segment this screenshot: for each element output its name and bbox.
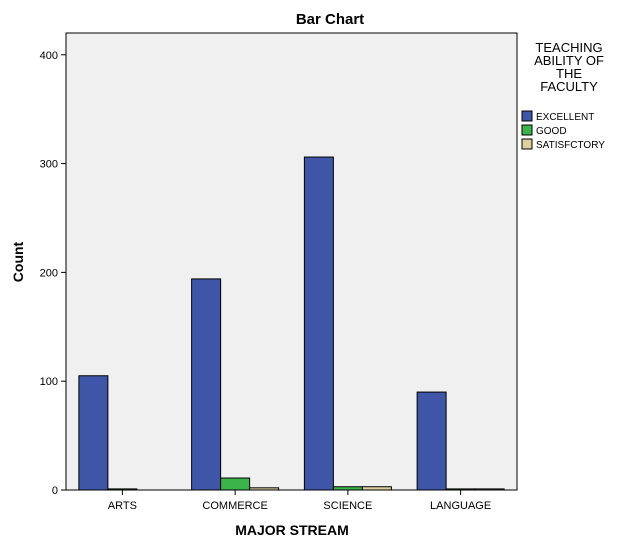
- x-axis: ARTS COMMERCE SCIENCE LANGUAGE: [108, 490, 491, 512]
- bar-good-commerce: [220, 477, 251, 491]
- bars: [78, 156, 505, 491]
- x-tick-label: COMMERCE: [202, 500, 267, 512]
- legend-label-good: GOOD: [536, 126, 567, 137]
- x-tick-label: ARTS: [108, 500, 137, 512]
- x-tick-label: LANGUAGE: [430, 500, 491, 512]
- legend-swatch-good: [521, 124, 533, 136]
- bar-satisfctory-science: [361, 486, 392, 491]
- y-axis-title: Count: [10, 241, 26, 282]
- bar-good-language: [445, 488, 476, 491]
- y-tick-label: 100: [40, 376, 58, 388]
- legend-title-line: TEACHING: [535, 40, 602, 55]
- bar-satisfctory-language: [474, 488, 505, 491]
- y-tick-label: 400: [40, 50, 58, 62]
- chart-title: Bar Chart: [296, 11, 364, 28]
- bar-satisfctory-commerce: [249, 487, 280, 491]
- x-tick-label: SCIENCE: [323, 500, 372, 512]
- y-axis: 0 100 200 300 400: [40, 50, 66, 497]
- bar-excellent-language: [416, 391, 447, 491]
- x-axis-title: MAJOR STREAM: [235, 522, 349, 538]
- y-tick-label: 0: [52, 485, 58, 497]
- bar-good-arts: [107, 488, 138, 491]
- y-tick-label: 300: [40, 159, 58, 171]
- bar-excellent-commerce: [191, 278, 222, 491]
- legend-title-line: FACULTY: [540, 79, 598, 94]
- plot-area: [65, 32, 518, 491]
- bar-excellent-arts: [78, 375, 109, 491]
- y-tick-label: 200: [40, 267, 58, 279]
- legend-swatch-excellent: [521, 110, 533, 122]
- legend-swatch-satisfctory: [521, 138, 533, 150]
- legend-title-line: THE: [556, 66, 582, 81]
- bar-excellent-science: [303, 156, 334, 491]
- bar-good-science: [332, 486, 363, 491]
- legend-title-line: ABILITY OF: [534, 53, 604, 68]
- legend-label-excellent: EXCELLENT: [536, 112, 594, 123]
- legend-label-satisfctory: SATISFCTORY: [536, 140, 605, 151]
